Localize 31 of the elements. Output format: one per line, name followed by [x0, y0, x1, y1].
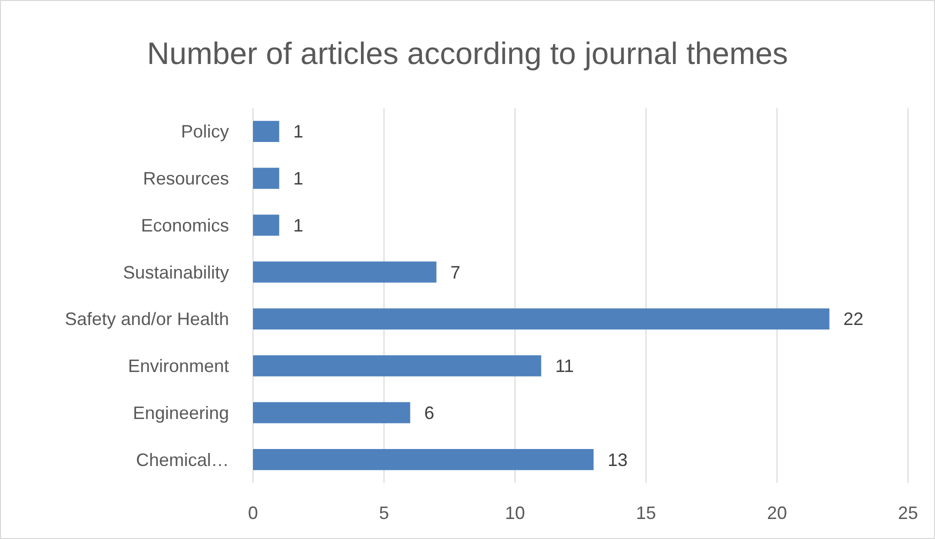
data-label: 7 [450, 262, 460, 282]
x-tick-label: 15 [636, 503, 656, 523]
data-label: 1 [293, 215, 304, 236]
bar [253, 308, 830, 330]
bar [253, 168, 280, 189]
y-tick-label: Resources [142, 168, 229, 189]
bar [253, 214, 280, 236]
bar [253, 262, 436, 283]
y-tick-label: Engineering [132, 402, 229, 423]
data-label: 11 [555, 356, 574, 376]
y-tick-label: Economics [140, 215, 229, 236]
data-label: 22 [843, 309, 864, 330]
bar [253, 120, 280, 142]
y-tick-label: Policy [180, 122, 229, 142]
bar [253, 449, 594, 470]
bar [253, 355, 542, 376]
x-tick-label: 0 [248, 503, 258, 523]
x-tick-label: 20 [766, 503, 788, 523]
x-tick-label: 25 [898, 503, 918, 523]
y-tick-label: Environment [128, 356, 229, 376]
data-label: 1 [293, 168, 304, 189]
y-tick-label: Safety and/or Health [64, 309, 229, 330]
data-label: 13 [608, 450, 628, 470]
x-tick-label: 10 [504, 503, 526, 523]
y-tick-label: Sustainability [122, 262, 229, 282]
data-label: 6 [424, 402, 434, 423]
data-label: 1 [293, 122, 304, 142]
chart-title: Number of articles according to journal themes [147, 36, 788, 71]
y-tick-label: Chemical… [136, 450, 229, 470]
bar [253, 402, 410, 424]
x-tick-label: 5 [378, 503, 390, 523]
